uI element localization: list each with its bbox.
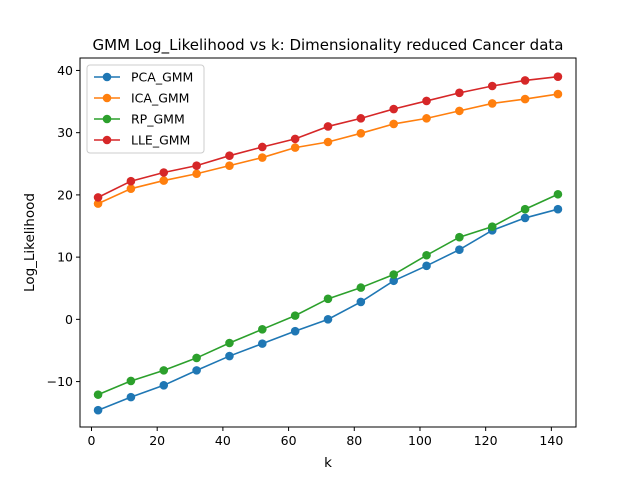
legend-box (86, 64, 205, 154)
data-point-pca-gmm-5 (258, 339, 267, 348)
data-point-pca-gmm-11 (455, 245, 464, 254)
data-point-rp-gmm-7 (323, 294, 333, 304)
legend-marker-lle-gmm (102, 135, 112, 145)
data-point-ica-gmm-11 (455, 106, 464, 116)
data-point-rp-gmm-2 (159, 366, 169, 375)
data-point-lle-gmm-10 (422, 96, 431, 106)
x-tick-label: 120 (474, 433, 498, 448)
plot-frame (79, 57, 577, 428)
data-point-pca-gmm-1 (126, 392, 136, 402)
data-point-ica-gmm-3 (192, 169, 201, 179)
data-point-rp-gmm-9 (389, 270, 399, 279)
data-point-rp-gmm-5 (258, 325, 267, 334)
data-point-ica-gmm-1 (126, 184, 136, 193)
data-point-ica-gmm-9 (389, 119, 399, 129)
y-tick-label: 0 (65, 312, 73, 327)
data-point-lle-gmm-12 (487, 81, 497, 91)
data-point-rp-gmm-8 (356, 283, 366, 292)
y-tick-label: 20 (57, 187, 73, 202)
data-point-lle-gmm-13 (520, 76, 530, 85)
x-tick-label: 20 (149, 433, 165, 448)
data-point-rp-gmm-6 (290, 311, 300, 320)
data-point-pca-gmm-13 (520, 213, 530, 223)
data-point-ica-gmm-13 (520, 94, 530, 104)
x-tick-label: 0 (88, 433, 96, 448)
x-tick-label: 100 (408, 433, 432, 448)
data-point-ica-gmm-4 (225, 161, 234, 170)
legend-marker-ica-gmm (102, 93, 112, 103)
y-tick-label: 10 (57, 250, 73, 265)
data-point-pca-gmm-10 (422, 261, 431, 271)
data-point-pca-gmm-2 (159, 381, 169, 390)
data-point-pca-gmm-3 (192, 366, 201, 375)
data-point-rp-gmm-13 (520, 204, 530, 214)
legend-marker-pca-gmm (102, 72, 112, 82)
data-point-lle-gmm-0 (93, 193, 103, 202)
data-point-ica-gmm-0 (93, 199, 103, 208)
series-line-pca-gmm (97, 208, 559, 411)
legend-marker-rp-gmm (102, 114, 112, 124)
x-tick-label: 80 (346, 433, 362, 448)
x-axis-label: k (324, 455, 332, 471)
data-point-rp-gmm-14 (553, 189, 563, 199)
data-point-lle-gmm-14 (553, 72, 563, 81)
x-tick-label: 60 (281, 433, 297, 448)
chart-title: GMM Log_Likelihood vs k: Dimensionality … (93, 36, 564, 55)
data-point-lle-gmm-6 (290, 134, 300, 144)
y-tick-label: −10 (47, 374, 73, 389)
data-point-lle-gmm-1 (126, 176, 136, 186)
data-point-lle-gmm-4 (225, 151, 234, 160)
data-point-ica-gmm-12 (487, 99, 497, 108)
data-point-ica-gmm-7 (323, 137, 333, 147)
data-point-pca-gmm-4 (225, 351, 234, 361)
data-point-pca-gmm-9 (389, 276, 399, 286)
x-tick-label: 40 (215, 433, 231, 448)
data-point-ica-gmm-10 (422, 114, 431, 123)
data-point-lle-gmm-5 (258, 142, 267, 152)
y-axis-label: Log_Likelihood (22, 193, 38, 292)
data-point-lle-gmm-3 (192, 161, 201, 170)
legend-label-pca-gmm: PCA_GMM (131, 70, 193, 85)
data-point-ica-gmm-14 (553, 89, 563, 99)
data-point-pca-gmm-0 (93, 405, 103, 415)
y-tick-label: 40 (57, 63, 73, 78)
data-point-ica-gmm-5 (258, 153, 267, 162)
data-point-rp-gmm-1 (126, 376, 136, 386)
data-point-lle-gmm-8 (356, 114, 366, 123)
legend-label-rp-gmm: RP_GMM (131, 112, 185, 127)
legend-label-ica-gmm: ICA_GMM (131, 91, 189, 106)
data-point-ica-gmm-8 (356, 128, 366, 138)
legend: PCA_GMM ICA_GMM RP_GMM LLE_GMM (86, 64, 205, 154)
data-point-rp-gmm-4 (225, 338, 234, 348)
data-point-rp-gmm-10 (422, 250, 431, 260)
data-point-lle-gmm-11 (455, 88, 464, 98)
data-point-rp-gmm-12 (487, 222, 497, 231)
data-point-ica-gmm-2 (159, 176, 169, 185)
data-point-lle-gmm-7 (323, 122, 333, 131)
y-tick-label: 30 (57, 125, 73, 140)
data-point-rp-gmm-0 (93, 390, 103, 399)
data-point-lle-gmm-2 (159, 168, 169, 177)
legend-label-lle-gmm: LLE_GMM (131, 133, 190, 148)
x-tick-label: 140 (539, 433, 563, 448)
data-point-pca-gmm-14 (553, 204, 563, 214)
data-point-rp-gmm-11 (455, 232, 464, 242)
data-point-lle-gmm-9 (389, 104, 399, 114)
data-point-pca-gmm-7 (323, 315, 333, 324)
data-point-rp-gmm-3 (192, 353, 201, 363)
data-point-pca-gmm-8 (356, 297, 366, 307)
data-point-ica-gmm-6 (290, 143, 300, 152)
data-point-pca-gmm-6 (290, 326, 300, 336)
